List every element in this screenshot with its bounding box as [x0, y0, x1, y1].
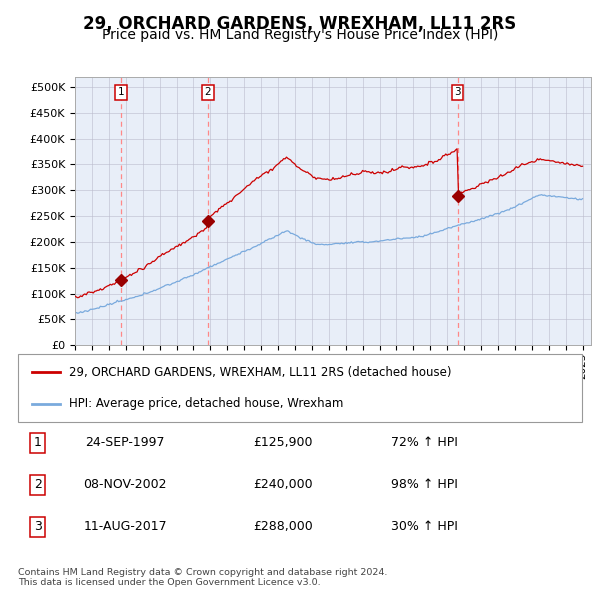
Text: £240,000: £240,000 [253, 478, 313, 491]
Text: 2: 2 [34, 478, 41, 491]
Text: 3: 3 [34, 520, 41, 533]
Text: 29, ORCHARD GARDENS, WREXHAM, LL11 2RS (detached house): 29, ORCHARD GARDENS, WREXHAM, LL11 2RS (… [69, 366, 451, 379]
Text: 30% ↑ HPI: 30% ↑ HPI [391, 520, 458, 533]
Text: 72% ↑ HPI: 72% ↑ HPI [391, 437, 458, 450]
Text: Contains HM Land Registry data © Crown copyright and database right 2024.
This d: Contains HM Land Registry data © Crown c… [18, 568, 388, 587]
FancyBboxPatch shape [18, 354, 582, 422]
Text: 24-SEP-1997: 24-SEP-1997 [85, 437, 165, 450]
Text: 1: 1 [118, 87, 124, 97]
Text: £288,000: £288,000 [253, 520, 313, 533]
Text: Price paid vs. HM Land Registry's House Price Index (HPI): Price paid vs. HM Land Registry's House … [102, 28, 498, 42]
Text: 11-AUG-2017: 11-AUG-2017 [83, 520, 167, 533]
Text: 2: 2 [205, 87, 211, 97]
Text: 3: 3 [454, 87, 461, 97]
Text: 98% ↑ HPI: 98% ↑ HPI [391, 478, 458, 491]
Text: £125,900: £125,900 [253, 437, 313, 450]
Text: 29, ORCHARD GARDENS, WREXHAM, LL11 2RS: 29, ORCHARD GARDENS, WREXHAM, LL11 2RS [83, 15, 517, 33]
Text: 1: 1 [34, 437, 41, 450]
Text: 08-NOV-2002: 08-NOV-2002 [83, 478, 167, 491]
Text: HPI: Average price, detached house, Wrexham: HPI: Average price, detached house, Wrex… [69, 397, 343, 410]
